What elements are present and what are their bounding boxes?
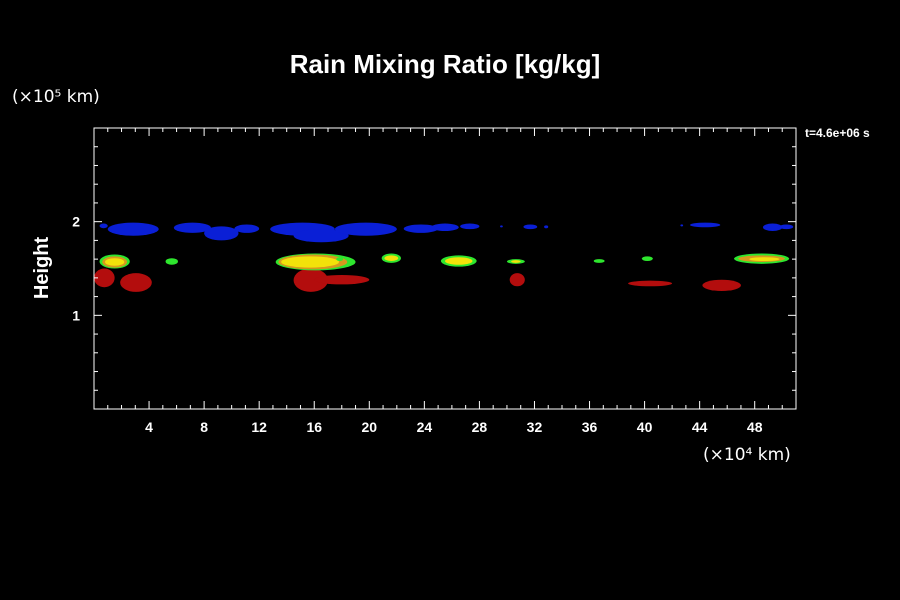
- contour-region-yellow-43: [749, 257, 780, 262]
- x-tick-label: 4: [145, 419, 153, 435]
- x-tick-label: 24: [417, 419, 433, 435]
- contour-region-yellow-31: [281, 256, 340, 268]
- contour-region-red-18: [94, 268, 115, 288]
- plot-frame: [93, 127, 797, 410]
- contour-region-red-23: [628, 280, 673, 287]
- x-tick-label: 36: [582, 419, 598, 435]
- contour-region-blue-12: [523, 224, 538, 230]
- y-tick-label: 1: [72, 307, 80, 323]
- contour-region-blue-0: [99, 223, 108, 229]
- x-tick-label: 48: [747, 419, 763, 435]
- contour-region-blue-17: [779, 224, 794, 230]
- contour-region-red-20: [293, 268, 329, 292]
- y-axis-unit: (×10⁵ km): [12, 87, 100, 107]
- x-axis-unit: (×10⁴ km): [703, 445, 791, 465]
- contour-region-red-21: [314, 275, 370, 285]
- contour-region-green-39: [593, 259, 605, 263]
- contour-region-blue-8: [403, 224, 439, 233]
- axis-ticks: [94, 128, 796, 409]
- contour-region-blue-15: [690, 222, 721, 228]
- contour-region-blue-14: [680, 224, 684, 227]
- y-axis-label: Height: [31, 237, 53, 300]
- y-tick-label: 2: [72, 214, 80, 230]
- contour-region-blue-10: [460, 223, 480, 230]
- contour-regions: [94, 222, 794, 292]
- contour-region-blue-16: [762, 223, 783, 232]
- x-tick-label: 12: [251, 419, 267, 435]
- contour-region-green-40: [641, 256, 653, 262]
- contour-region-green-32: [336, 257, 344, 262]
- contour-region-blue-2: [173, 222, 211, 233]
- x-tick-label: 16: [306, 419, 322, 435]
- x-tick-label: 20: [362, 419, 378, 435]
- contour-region-blue-13: [544, 225, 549, 229]
- contour-region-blue-7: [334, 222, 397, 236]
- chart-title: Rain Mixing Ratio [kg/kg]: [290, 49, 601, 79]
- contour-region-yellow-34: [384, 255, 399, 262]
- x-tick-label: 8: [200, 419, 208, 435]
- contour-region-yellow-36: [445, 257, 473, 265]
- contour-region-blue-1: [107, 222, 159, 236]
- contour-region-blue-4: [234, 224, 260, 233]
- contour-region-blue-3: [204, 226, 239, 241]
- contour-region-blue-9: [431, 223, 459, 232]
- x-tick-label: 32: [527, 419, 543, 435]
- x-tick-label: 44: [692, 419, 708, 435]
- contour-region-red-22: [509, 273, 525, 287]
- contour-region-green-28: [165, 258, 178, 265]
- x-tick-label: 28: [472, 419, 488, 435]
- time-label: t=4.6e+06 s: [805, 126, 870, 140]
- contour-region-yellow-27: [105, 258, 125, 266]
- x-tick-label: 40: [637, 419, 653, 435]
- contour-region-blue-11: [500, 225, 503, 228]
- contour-region-red-24: [702, 279, 741, 291]
- contour-region-red-19: [120, 273, 152, 292]
- contour-region-blue-6: [293, 229, 349, 243]
- contour-region-yellow-38: [511, 260, 521, 263]
